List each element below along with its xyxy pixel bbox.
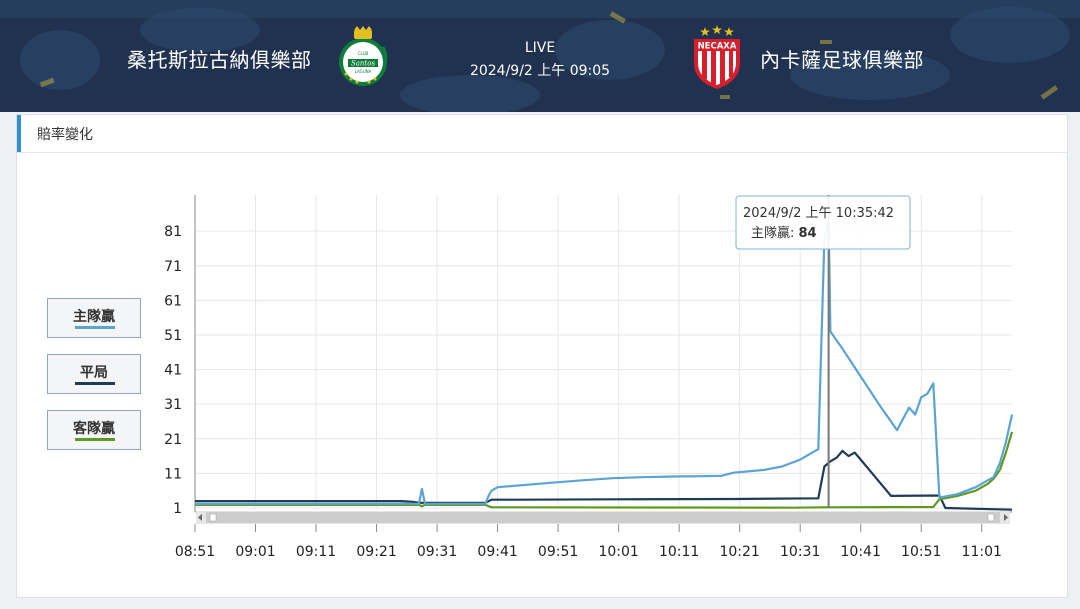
legend-draw-swatch — [75, 382, 115, 385]
home-team-name: 桑托斯拉古納俱樂部 — [127, 48, 312, 72]
chart-tooltip: 2024/9/2 上午 10:35:42 主隊贏: 84 — [735, 195, 911, 250]
necaxa-logo: NECAXA — [694, 25, 740, 89]
tooltip-series: 主隊贏: 84 — [751, 225, 817, 241]
match-datetime: 2024/9/2 上午 09:05 — [469, 63, 611, 79]
svg-text:NECAXA: NECAXA — [698, 42, 737, 52]
x-tick-label: 10:31 — [780, 544, 820, 560]
x-tick-label: 10:51 — [901, 544, 941, 560]
series-line-draw[interactable] — [195, 449, 1013, 511]
santos-laguna-logo: Santos CLUB LAGUNA — [339, 26, 388, 86]
tooltip-box — [735, 195, 911, 250]
x-tick-labels: 08:51 09:01 09:11 09:21 09:31 09:41 09:51 10:01… — [175, 544, 1002, 560]
range-scrollbar[interactable] — [196, 511, 1010, 524]
x-tick-label: 11:01 — [962, 544, 1002, 560]
scrollbar-left-handle[interactable] — [209, 513, 217, 522]
tooltip-series-label: 主隊贏: — [751, 225, 799, 241]
x-tick-label: 09:41 — [477, 544, 517, 560]
chart-grid — [194, 195, 1012, 532]
chart-series — [195, 219, 1014, 511]
x-tick-label: 10:21 — [719, 544, 759, 560]
scrollbar-right-handle[interactable] — [987, 513, 995, 522]
y-tick-label: 31 — [164, 397, 182, 413]
away-team-name: 內卡薩足球俱樂部 — [760, 48, 924, 72]
x-tick-label: 09:01 — [235, 544, 275, 560]
legend-away-win[interactable]: 客隊贏 — [47, 410, 141, 450]
legend-draw[interactable]: 平局 — [47, 354, 141, 394]
legend-away-win-swatch — [75, 438, 115, 441]
y-tick-label: 1 — [173, 501, 182, 517]
tooltip-value: 84 — [799, 226, 817, 241]
x-tick-label: 10:01 — [598, 544, 638, 560]
x-tick-label: 09:21 — [356, 544, 396, 560]
y-tick-label: 21 — [164, 432, 182, 448]
y-tick-label: 51 — [164, 328, 182, 344]
y-tick-label: 71 — [164, 259, 182, 275]
y-tick-label: 11 — [164, 466, 182, 482]
svg-text:LAGUNA: LAGUNA — [355, 69, 372, 74]
live-status: LIVE — [524, 40, 556, 56]
legend-home-win[interactable]: 主隊贏 — [47, 298, 141, 338]
tooltip-time: 2024/9/2 上午 10:35:42 — [743, 206, 894, 221]
scrollbar-thumb[interactable] — [206, 512, 1000, 523]
legend-away-win-label: 客隊贏 — [73, 421, 115, 437]
legend-home-win-swatch — [75, 326, 115, 329]
x-tick-label: 09:11 — [296, 544, 336, 560]
scroll-right-arrow-icon[interactable] — [1004, 514, 1008, 521]
svg-text:Santos: Santos — [351, 60, 376, 68]
panel-accent-bar — [17, 115, 21, 152]
legend-draw-label: 平局 — [80, 365, 108, 381]
legend-home-win-label: 主隊贏 — [73, 309, 115, 325]
panel-header: 賠率變化 — [17, 115, 1067, 153]
crowd-background — [0, 0, 1080, 112]
scroll-left-arrow-icon[interactable] — [198, 514, 202, 521]
y-tick-label: 81 — [164, 224, 182, 240]
x-tick-label: 08:51 — [175, 544, 215, 560]
y-tick-label: 41 — [164, 363, 182, 379]
x-tick-label: 09:51 — [538, 544, 578, 560]
series-line-away-win[interactable] — [195, 431, 1014, 509]
x-tick-label: 10:41 — [841, 544, 881, 560]
x-tick-label: 10:11 — [659, 544, 699, 560]
svg-text:CLUB: CLUB — [358, 51, 369, 56]
y-tick-label: 61 — [164, 293, 182, 309]
match-header: 桑托斯拉古納俱樂部 Santos CLUB LAGUNA LIVE 2024/9… — [0, 0, 1080, 112]
panel-title: 賠率變化 — [37, 127, 93, 143]
x-tick-label: 09:31 — [417, 544, 457, 560]
series-line-home-win[interactable] — [195, 219, 1014, 505]
